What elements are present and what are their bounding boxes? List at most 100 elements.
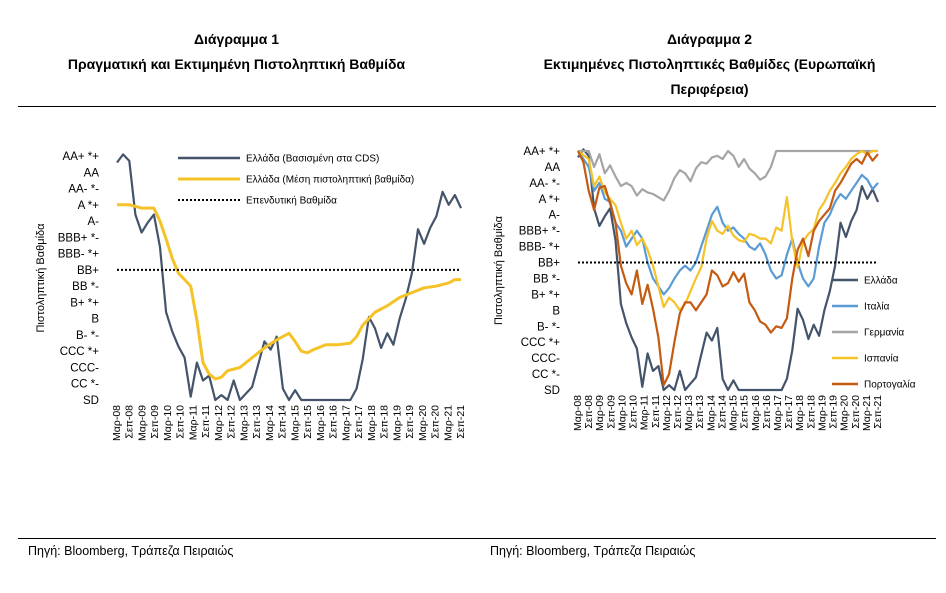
- chart-1-y-tick-label: BB *-: [72, 281, 99, 293]
- chart-2-y-tick-label: BBB+ *-: [519, 226, 560, 238]
- chart-1-x-tick-label: Μαρ-20: [417, 405, 429, 441]
- chart-2-x-tick-label: Σεπ-11: [650, 395, 662, 428]
- chart-1-x-tick-label: Μαρ-16: [315, 405, 327, 441]
- chart-2-y-tick-label: B: [552, 305, 560, 317]
- chart-1-x-tick-label: Σεπ-08: [124, 405, 136, 439]
- chart-1-y-tick-label: CCC *+: [60, 346, 100, 358]
- chart-2-source: Πηγή: Bloomberg, Τράπεζα Πειραιώς: [490, 544, 696, 558]
- chart-1-x-tick-label: Μαρ-15: [289, 405, 301, 441]
- chart-1-y-tick-label: AA- *-: [68, 184, 99, 196]
- footer-divider: [18, 538, 936, 539]
- chart-2-y-tick-label: BB *-: [533, 273, 560, 285]
- chart-2-x-tick-label: Σεπ-20: [850, 395, 862, 429]
- chart-2-y-tick-label: A-: [549, 210, 561, 222]
- chart-1-x-tick-label: Μαρ-11: [187, 405, 199, 440]
- chart-2-title: Διάγραμμα 2: [666, 31, 753, 47]
- chart-1-x-tick-label: Σεπ-20: [430, 405, 442, 439]
- chart-2-series-line-πορτογαλία: [577, 150, 879, 387]
- chart-2-subtitle-line2: Περιφέρεια): [670, 81, 749, 97]
- chart-2-y-tick-label: BBB- *+: [519, 242, 561, 254]
- chart-2-x-tick-label: Σεπ-19: [828, 395, 840, 429]
- chart-2-plot: Πιστοληπτική Βαθμίδα SD CC *- CCC- CCC *+ B- …: [493, 146, 916, 431]
- chart-1-x-tick-label: Σεπ-15: [302, 405, 314, 439]
- chart-1-y-tick-label: BBB+ *-: [58, 232, 99, 244]
- chart-1-y-tick-label: CCC-: [70, 362, 99, 374]
- chart-2-legend-label-ισπανία: Ισπανία: [864, 353, 899, 365]
- chart-1-series-line-ελλάδα-μέση-πιστοληπτική-βαθμίδα: [117, 203, 461, 381]
- chart-2-x-tick-label: Μαρ-08: [572, 395, 584, 431]
- chart-2-x-tick-label: Σεπ-17: [783, 395, 795, 429]
- chart-1-y-tick-label: AA: [84, 167, 100, 179]
- chart-1-y-axis-title: Πιστοληπτική Βαθμίδα: [35, 223, 47, 333]
- chart-2-y-axis-title: Πιστοληπτική Βαθμίδα: [493, 215, 505, 325]
- chart-2-x-tick-label: Μαρ-10: [616, 395, 628, 431]
- chart-1-y-tick-label: A *+: [78, 200, 100, 212]
- chart-2-x-tick-label: Μαρ-16: [750, 395, 762, 431]
- chart-1-y-tick-label: A-: [88, 216, 100, 228]
- chart-1-y-tick-label: B: [91, 314, 99, 326]
- chart-2-series-line-ισπανία: [577, 149, 878, 312]
- chart-1-source: Πηγή: Bloomberg, Τράπεζα Πειραιώς: [28, 544, 234, 558]
- chart-2-x-tick-label: Σεπ-09: [605, 395, 617, 429]
- chart-1-x-tick-label: Μαρ-14: [264, 405, 276, 441]
- chart-2-x-tick-label: Σεπ-16: [761, 395, 773, 429]
- chart-1-y-tick-label: CC *-: [71, 379, 99, 391]
- chart-2-x-tick-label: Σεπ-15: [739, 395, 751, 429]
- chart-1-y-tick-label: B+ *+: [70, 297, 99, 309]
- header-divider: [18, 106, 936, 107]
- chart-1-x-tick-label: Μαρ-13: [238, 405, 250, 441]
- chart-2-y-tick-label: B+ *+: [531, 289, 560, 301]
- chart-1-y-tick-label: SD: [83, 395, 99, 407]
- chart-1-x-tick-label: Μαρ-17: [340, 405, 352, 441]
- chart-2-y-tick-label: CCC *+: [521, 337, 561, 349]
- chart-2-legend-label-γερμανία: Γερμανία: [864, 327, 904, 339]
- chart-2-y-tick-label: SD: [544, 385, 560, 397]
- chart-2-y-tick-label: CC *-: [532, 369, 560, 381]
- chart-2-y-tick-label: AA+ *+: [524, 146, 561, 158]
- chart-1-y-tick-label: BB+: [77, 265, 99, 277]
- chart-2-x-tick-label: Μαρ-15: [728, 395, 740, 431]
- chart-1-y-tick-label: AA+ *+: [63, 151, 100, 163]
- chart-1-x-tick-label: Μαρ-08: [111, 405, 123, 441]
- chart-2-x-tick-label: Μαρ-18: [794, 395, 806, 431]
- chart-2-series-line-γερμανία: [578, 149, 878, 202]
- chart-2-y-tick-label: CCC-: [531, 353, 560, 365]
- chart-1-x-tick-label: Σεπ-11: [200, 405, 212, 438]
- chart-2-x-tick-label: Μαρ-20: [839, 395, 851, 431]
- chart-2-x-tick-label: Σεπ-10: [628, 395, 640, 429]
- chart-2-x-tick-label: Σεπ-21: [872, 395, 884, 429]
- chart-1-legend-label-ελλάδα-μέση-πιστοληπτική-βαθμίδα: Ελλάδα (Μέση πιστοληπτική βαθμίδα): [246, 174, 414, 186]
- chart-1-x-tick-label: Σεπ-09: [149, 405, 161, 439]
- chart-2-y-tick-label: B- *-: [537, 321, 560, 333]
- chart-2-subtitle-line1: Εκτιμημένες Πιστοληπτικές Βαθμίδες (Ευρω…: [543, 56, 876, 72]
- chart-1-x-tick-label: Μαρ-12: [213, 405, 225, 441]
- chart-2-x-tick-label: Σεπ-18: [805, 395, 817, 429]
- chart-1-x-tick-label: Σεπ-14: [277, 405, 289, 439]
- chart-1-legend-label-ελλάδα-βασισμένη-στα-cds: Ελλάδα (Βασισμένη στα CDS): [246, 153, 379, 165]
- chart-1-x-tick-label: Σεπ-13: [251, 405, 263, 439]
- chart-1-x-tick-label: Σεπ-17: [353, 405, 365, 439]
- chart-2-x-tick-label: Μαρ-14: [705, 395, 717, 431]
- chart-2-x-tick-label: Μαρ-21: [861, 395, 873, 431]
- chart-2-series-line-ελλάδα: [577, 148, 880, 392]
- chart-1-plot: Πιστοληπτική Βαθμίδα SD CC *- CCC- CCC *+ B- …: [35, 151, 467, 441]
- chart-2-x-tick-label: Σεπ-08: [583, 395, 595, 429]
- chart-1-x-tick-label: Σεπ-19: [404, 405, 416, 439]
- chart-1-title: Διάγραμμα 1: [193, 31, 280, 47]
- chart-1-legend-label-επενδυτική-βαθμίδα: Επενδυτική Βαθμίδα: [246, 195, 337, 207]
- chart-2-legend-label-ελλάδα: Ελλάδα: [864, 275, 898, 287]
- chart-1-x-tick-label: Σεπ-18: [379, 405, 391, 439]
- chart-1-subtitle: Πραγματική και Εκτιμημένη Πιστοληπτική Β…: [67, 56, 406, 72]
- chart-1-x-tick-label: Σεπ-10: [175, 405, 187, 439]
- chart-2-y-tick-label: A *+: [539, 194, 561, 206]
- chart-1-x-tick-label: Σεπ-16: [328, 405, 340, 439]
- chart-2-legend-label-πορτογαλία: Πορτογαλία: [864, 379, 916, 391]
- chart-2-y-tick-label: BB+: [538, 258, 560, 270]
- chart-2-x-tick-label: Μαρ-17: [772, 395, 784, 431]
- chart-2-x-tick-label: Μαρ-09: [594, 395, 606, 431]
- chart-2-x-tick-label: Σεπ-14: [716, 395, 728, 429]
- chart-2-x-tick-label: Μαρ-13: [683, 395, 695, 431]
- chart-2-x-tick-label: Σεπ-13: [694, 395, 706, 429]
- chart-2-x-tick-label: Σεπ-12: [672, 395, 684, 429]
- chart-2-legend-label-ιταλία: Ιταλία: [864, 301, 890, 313]
